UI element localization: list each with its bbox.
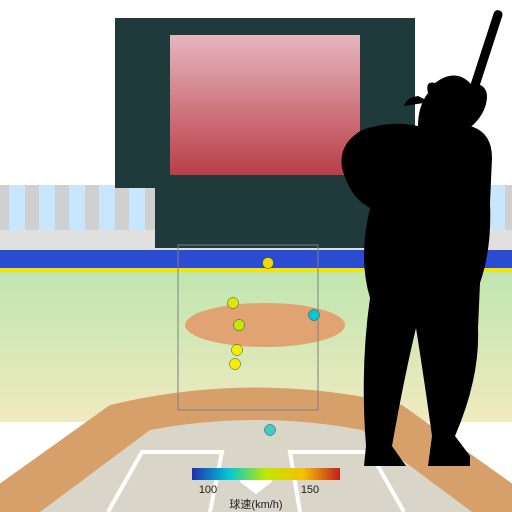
legend-title: 球速(km/h): [229, 497, 282, 511]
pitch-marker: [232, 345, 243, 356]
pitch-marker: [263, 258, 274, 269]
pitch-marker: [228, 298, 239, 309]
legend-tick: 100: [199, 484, 217, 496]
pitch-marker: [309, 310, 320, 321]
pitch-marker: [230, 359, 241, 370]
mound: [185, 303, 345, 347]
pitch-marker: [234, 320, 245, 331]
pitch-marker: [265, 425, 276, 436]
legend-tick: 150: [301, 484, 319, 496]
